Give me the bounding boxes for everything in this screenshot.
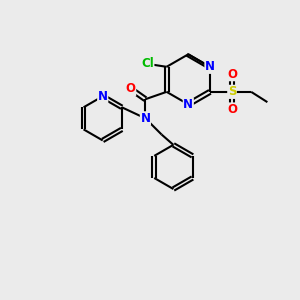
Text: Cl: Cl	[141, 57, 154, 70]
Text: S: S	[228, 85, 236, 98]
Text: O: O	[227, 68, 237, 81]
Text: O: O	[227, 103, 237, 116]
Text: N: N	[205, 60, 215, 73]
Text: O: O	[126, 82, 136, 95]
Text: N: N	[183, 98, 193, 111]
Text: N: N	[98, 90, 108, 103]
Text: N: N	[140, 112, 150, 125]
